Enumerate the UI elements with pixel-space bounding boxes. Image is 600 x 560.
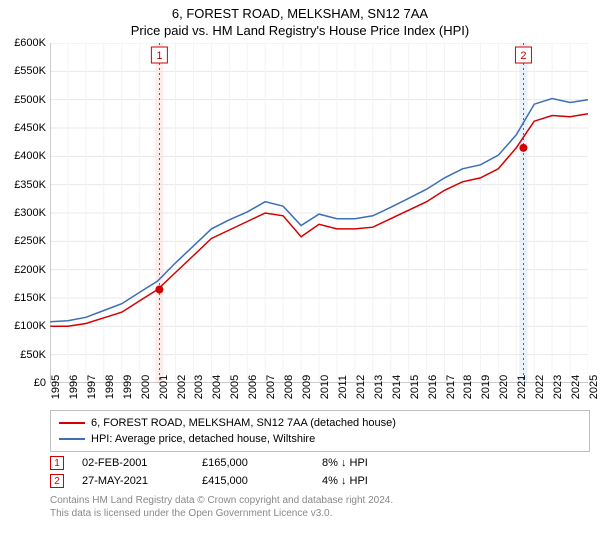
x-axis-label: 2012 [355, 375, 367, 399]
chart-container: 6, FOREST ROAD, MELKSHAM, SN12 7AA Price… [0, 0, 600, 560]
sale-date: 27-MAY-2021 [82, 475, 202, 487]
x-axis-label: 2001 [158, 375, 170, 399]
sale-delta: 4% ↓ HPI [322, 475, 442, 487]
chart-subtitle: Price paid vs. HM Land Registry's House … [0, 21, 600, 42]
x-axis-label: 2025 [588, 375, 600, 399]
legend-text: 6, FOREST ROAD, MELKSHAM, SN12 7AA (deta… [91, 415, 396, 431]
x-axis-label: 2009 [301, 375, 313, 399]
svg-text:1: 1 [156, 50, 162, 62]
legend-row: HPI: Average price, detached house, Wilt… [59, 431, 581, 447]
y-axis-label: £0 [34, 377, 46, 389]
x-axis-label: 2017 [445, 375, 457, 399]
x-axis-label: 2008 [283, 375, 295, 399]
y-axis-label: £400K [14, 150, 46, 162]
footer-line2: This data is licensed under the Open Gov… [50, 507, 590, 520]
legend-swatch [59, 422, 85, 424]
sale-row: 2 27-MAY-2021£415,0004% ↓ HPI [50, 474, 590, 488]
chart-svg: 12 [50, 43, 588, 383]
legend-text: HPI: Average price, detached house, Wilt… [91, 431, 315, 447]
svg-text:2: 2 [520, 50, 526, 62]
x-axis-label: 2013 [373, 375, 385, 399]
x-axis-label: 2006 [247, 375, 259, 399]
x-axis-label: 2023 [552, 375, 564, 399]
sale-marker-icon: 1 [50, 456, 64, 470]
y-axis-label: £250K [14, 235, 46, 247]
sale-price: £165,000 [202, 457, 322, 469]
x-axis-label: 1997 [86, 375, 98, 399]
x-axis-label: 2014 [391, 375, 403, 399]
x-axis-label: 2005 [229, 375, 241, 399]
x-axis-label: 2000 [140, 375, 152, 399]
x-axis-label: 2021 [516, 375, 528, 399]
x-axis-label: 1999 [122, 375, 134, 399]
x-axis-label: 2019 [480, 375, 492, 399]
x-axis-label: 2024 [570, 375, 582, 399]
y-axis-label: £600K [14, 37, 46, 49]
x-axis-label: 2010 [319, 375, 331, 399]
sale-delta: 8% ↓ HPI [322, 457, 442, 469]
y-axis-label: £150K [14, 292, 46, 304]
x-axis-label: 2022 [534, 375, 546, 399]
y-axis-label: £100K [14, 320, 46, 332]
chart-area: 12 £0£50K£100K£150K£200K£250K£300K£350K£… [50, 42, 588, 402]
x-axis-label: 2004 [211, 375, 223, 399]
y-axis-label: £500K [14, 94, 46, 106]
sale-marker-icon: 2 [50, 474, 64, 488]
footer-line1: Contains HM Land Registry data © Crown c… [50, 494, 590, 507]
footer-attribution: Contains HM Land Registry data © Crown c… [50, 494, 590, 520]
y-axis-label: £300K [14, 207, 46, 219]
y-axis-label: £550K [14, 65, 46, 77]
legend-box: 6, FOREST ROAD, MELKSHAM, SN12 7AA (deta… [50, 410, 590, 452]
x-axis-label: 1995 [50, 375, 62, 399]
sale-row: 1 02-FEB-2001£165,0008% ↓ HPI [50, 456, 590, 470]
x-axis-label: 2011 [337, 375, 349, 399]
x-axis-label: 2015 [409, 375, 421, 399]
y-axis-label: £50K [20, 349, 46, 361]
y-axis-label: £350K [14, 179, 46, 191]
y-axis-label: £200K [14, 264, 46, 276]
x-axis-label: 1996 [68, 375, 80, 399]
x-axis-label: 1998 [104, 375, 116, 399]
legend-swatch [59, 438, 85, 440]
sale-price: £415,000 [202, 475, 322, 487]
x-axis-label: 2003 [193, 375, 205, 399]
x-axis-label: 2002 [176, 375, 188, 399]
x-axis-label: 2016 [427, 375, 439, 399]
x-axis-label: 2018 [462, 375, 474, 399]
chart-title: 6, FOREST ROAD, MELKSHAM, SN12 7AA [0, 0, 600, 21]
legend-row: 6, FOREST ROAD, MELKSHAM, SN12 7AA (deta… [59, 415, 581, 431]
x-axis-label: 2007 [265, 375, 277, 399]
y-axis-label: £450K [14, 122, 46, 134]
x-axis-label: 2020 [498, 375, 510, 399]
sale-date: 02-FEB-2001 [82, 457, 202, 469]
